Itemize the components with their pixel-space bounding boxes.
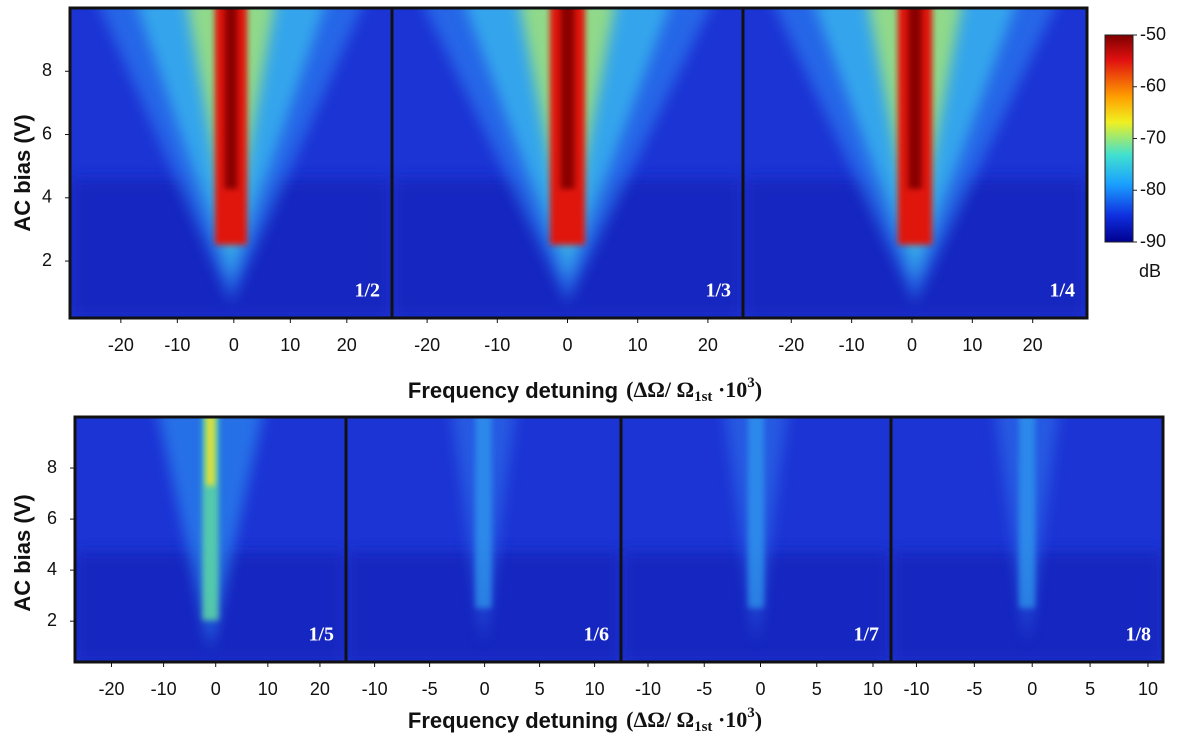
x-tick-label: 20: [1023, 335, 1043, 355]
y-tick-label: 4: [42, 187, 52, 207]
panel-frame: [889, 415, 1165, 664]
panel-label: 1/6: [583, 624, 609, 646]
colorbar-tick-label: -90: [1140, 231, 1166, 251]
x-axis-label-math: 1st: [694, 719, 712, 735]
x-tick-label: 20: [698, 335, 718, 355]
heatmap-core: [560, 8, 575, 189]
colorbar-tick-label: -50: [1140, 24, 1166, 44]
y-tick-label: 2: [47, 610, 57, 630]
heatmap: [891, 417, 1163, 662]
colorbar-tick-label: -60: [1140, 76, 1166, 96]
x-axis-label-math: ): [755, 377, 762, 402]
x-tick-label: -5: [422, 679, 438, 699]
panel-frame: [741, 6, 1089, 320]
x-axis-label-math: 1st: [694, 389, 712, 405]
y-tick-label: 6: [42, 123, 52, 143]
x-tick-label: 0: [907, 335, 917, 355]
x-tick-label: -20: [778, 335, 804, 355]
x-axis-label: Frequency detuning (ΔΩ/ Ω1st ·103): [408, 375, 762, 405]
x-tick-label: -10: [151, 679, 177, 699]
x-axis-label-text: Frequency detuning: [408, 708, 618, 733]
colorbar-label: dB: [1139, 261, 1161, 281]
x-tick-label: -10: [635, 679, 661, 699]
x-tick-label: 10: [863, 679, 883, 699]
y-tick-label: 4: [47, 559, 57, 579]
heatmap-ridge: [747, 417, 765, 608]
panel-label: 1/5: [308, 624, 334, 646]
x-tick-label: 10: [962, 335, 982, 355]
x-tick-label: 5: [1085, 679, 1095, 699]
heatmap: [392, 8, 743, 318]
y-tick-label: 6: [47, 508, 57, 528]
x-axis-label-math: 3: [747, 705, 755, 721]
panel-label: 1/3: [705, 280, 731, 302]
x-axis-label-math: ·10: [712, 707, 747, 732]
y-axis-label: AC bias (V): [10, 114, 35, 231]
x-tick-label: 10: [585, 679, 605, 699]
heatmap: [346, 417, 621, 662]
panel-label: 1/4: [1049, 280, 1075, 302]
x-tick-label: 10: [258, 679, 278, 699]
x-tick-label: -10: [484, 335, 510, 355]
heatmap-core: [224, 8, 238, 189]
heatmap-core: [908, 8, 922, 189]
heatmap-core: [206, 417, 215, 486]
x-axis-label-math: ·10: [712, 377, 747, 402]
panel-label: 1/8: [1125, 624, 1151, 646]
x-tick-label: -20: [98, 679, 124, 699]
y-tick-label: 8: [42, 60, 52, 80]
x-tick-label: 0: [755, 679, 765, 699]
x-tick-label: -20: [414, 335, 440, 355]
x-tick-label: -20: [108, 335, 134, 355]
x-tick-label: -10: [362, 679, 388, 699]
y-tick-label: 2: [42, 250, 52, 270]
x-tick-label: 20: [310, 679, 330, 699]
x-axis-label-text: Frequency detuning: [408, 378, 618, 403]
x-tick-label: 0: [1027, 679, 1037, 699]
x-tick-label: 0: [211, 679, 221, 699]
x-tick-label: 10: [1138, 679, 1158, 699]
x-tick-label: 5: [535, 679, 545, 699]
x-tick-label: 0: [480, 679, 490, 699]
x-axis-label-math: 3: [747, 375, 755, 391]
y-axis-label: AC bias (V): [10, 494, 35, 611]
heatmap: [621, 417, 891, 662]
x-tick-label: -10: [903, 679, 929, 699]
x-axis-label: Frequency detuning (ΔΩ/ Ω1st ·103): [408, 705, 762, 735]
y-tick-label: 8: [47, 457, 57, 477]
x-tick-label: 10: [628, 335, 648, 355]
heatmap: [75, 417, 346, 662]
x-tick-label: -5: [696, 679, 712, 699]
heatmap: [743, 8, 1087, 318]
heatmap-ridge: [475, 417, 492, 608]
x-tick-label: 10: [280, 335, 300, 355]
x-tick-label: -5: [966, 679, 982, 699]
x-axis-label-math: ): [755, 707, 762, 732]
colorbar: [1104, 34, 1134, 243]
x-tick-label: 20: [337, 335, 357, 355]
colorbar-tick-label: -80: [1140, 179, 1166, 199]
panel-label: 1/7: [853, 624, 879, 646]
heatmap: [70, 8, 392, 318]
x-tick-label: 0: [562, 335, 572, 355]
x-tick-label: -10: [164, 335, 190, 355]
x-tick-label: -10: [839, 335, 865, 355]
colorbar-tick-label: -70: [1140, 127, 1166, 147]
heatmap-ridge: [1018, 417, 1036, 608]
x-axis-label-math: (ΔΩ/ Ω: [626, 377, 694, 402]
x-tick-label: 5: [812, 679, 822, 699]
x-axis-label-math: (ΔΩ/ Ω: [626, 707, 694, 732]
x-tick-label: 0: [229, 335, 239, 355]
panel-label: 1/2: [354, 280, 380, 302]
